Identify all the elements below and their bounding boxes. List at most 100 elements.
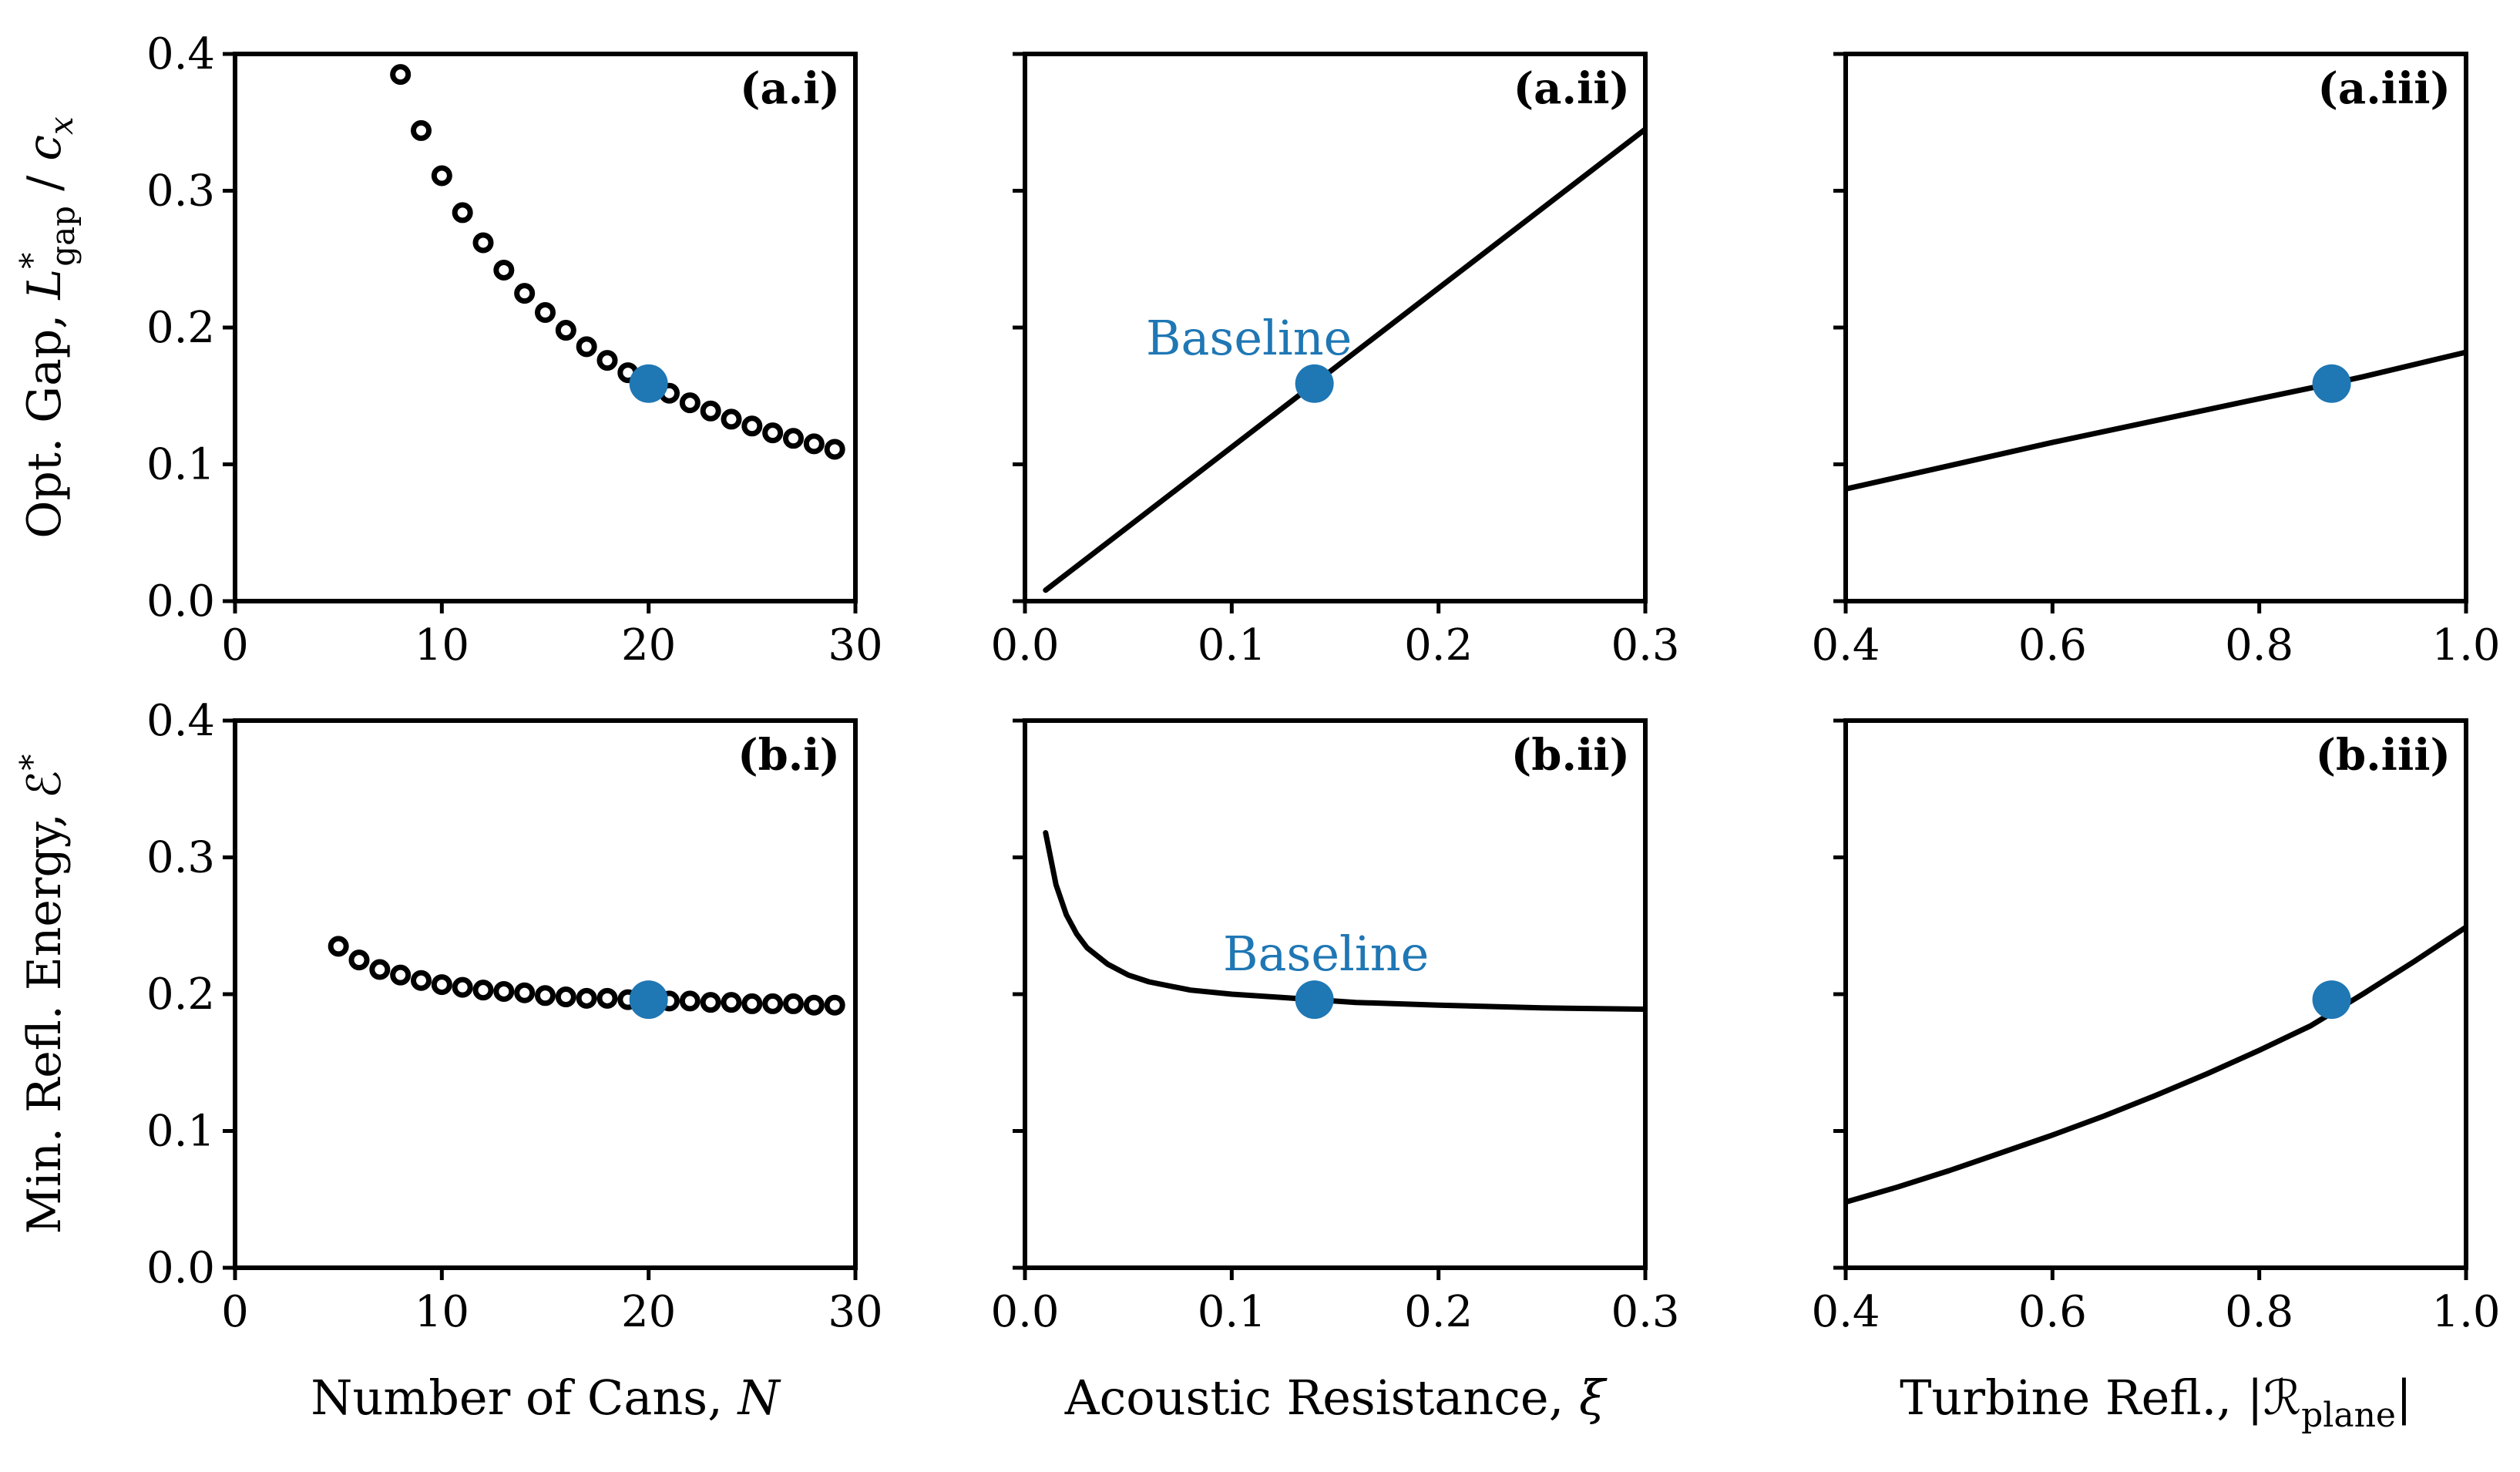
panel-label: (a.iii) [2317, 63, 2451, 114]
data-point [328, 936, 349, 957]
data-point [452, 202, 473, 223]
x-tick-label: 20 [621, 620, 676, 670]
axes-frame [233, 52, 858, 603]
x-tick-label: 0.1 [1198, 620, 1266, 670]
y-tick-label: 0.2 [146, 303, 215, 353]
plot-area [328, 936, 845, 1016]
plot-area [1846, 349, 2466, 492]
data-point [390, 964, 412, 986]
panel-label: (a.i) [740, 63, 840, 114]
data-point [596, 350, 618, 371]
x-axis-label: Number of Cans, N [311, 1369, 781, 1426]
x-tick-label: 0.0 [990, 1287, 1059, 1337]
y-tick-label: 0.1 [146, 1107, 215, 1157]
y-tick-label: 0.0 [146, 576, 215, 627]
series-line [1043, 126, 1645, 593]
panel-b-i: 0 10 20 30 0.0 0.1 0.2 0.3 0.4 (b.i) Number of Can… [13, 696, 883, 1426]
data-point [803, 994, 825, 1016]
panel-a-i: 0 10 20 30 0.0 0.1 0.2 0.3 0.4 (a.i) Opt. Gap, L*g… [13, 29, 883, 670]
panel-label: (b.ii) [1511, 730, 1630, 781]
series-line [1043, 830, 1645, 1012]
baseline-marker [1295, 980, 1334, 1020]
data-point [390, 64, 412, 86]
data-point [535, 301, 556, 323]
baseline-label: Baseline [1146, 310, 1352, 366]
x-tick-label: 0 [221, 620, 249, 670]
data-point [576, 987, 597, 1009]
x-tick-label: 0.4 [1811, 620, 1880, 670]
x-tick-label: 0.8 [2225, 1287, 2293, 1337]
x-tick-label: 10 [415, 1287, 469, 1337]
x-tick-label: 0.8 [2225, 620, 2293, 670]
data-point [514, 283, 536, 304]
x-tick-label: 0.6 [2018, 1287, 2087, 1337]
data-point [803, 433, 825, 455]
axes-frame [1023, 718, 1648, 1270]
data-point [783, 428, 804, 449]
x-tick-label: 30 [828, 1287, 882, 1337]
y-tick-label: 0.3 [146, 166, 215, 217]
data-point [762, 993, 784, 1014]
baseline-marker [2312, 364, 2351, 403]
data-point [721, 408, 742, 430]
data-point [700, 992, 721, 1013]
data-point [514, 982, 536, 1003]
panel-b-ii: 0.0 0.1 0.2 0.3 (b.ii) Acoustic Resistance, ξ… [990, 718, 1680, 1426]
x-axis-label: Turbine Refl., |ℛplane| [1900, 1369, 2412, 1435]
x-tick-label: 30 [828, 620, 882, 670]
data-point [535, 985, 556, 1007]
data-point [762, 422, 784, 444]
data-point [348, 949, 370, 971]
y-axis-label: Opt. Gap, L*gap / cx [13, 116, 82, 539]
axes-frame [1843, 718, 2468, 1270]
axes-frame [1843, 52, 2468, 603]
panel-label: (a.ii) [1514, 63, 1630, 114]
series-line [1846, 349, 2466, 492]
data-point [824, 994, 845, 1016]
x-tick-label: 1.0 [2431, 620, 2500, 670]
plot-area [1043, 830, 1645, 1012]
x-tick-label: 0.6 [2018, 620, 2087, 670]
y-tick-label: 0.4 [146, 29, 215, 79]
data-point [411, 119, 432, 141]
x-tick-label: 0 [221, 1287, 249, 1337]
x-tick-label: 0.0 [990, 620, 1059, 670]
plot-area [390, 64, 845, 460]
data-point [783, 993, 804, 1014]
baseline-marker [629, 980, 668, 1020]
panel-a-ii: 0.0 0.1 0.2 0.3 (a.ii) Baseline [990, 52, 1680, 670]
data-point [824, 439, 845, 460]
data-point [555, 320, 576, 341]
y-axis-label: Min. Refl. Energy, ℰ* [13, 754, 72, 1235]
plot-area [1846, 924, 2466, 1205]
x-tick-label: 1.0 [2431, 1287, 2500, 1337]
x-axis-label: Acoustic Resistance, ξ [1064, 1369, 1608, 1426]
y-tick-label: 0.1 [146, 440, 215, 490]
data-point [555, 986, 576, 1008]
panel-label: (b.i) [738, 730, 840, 781]
data-point [679, 392, 701, 414]
x-tick-label: 0.3 [1611, 620, 1679, 670]
data-point [493, 259, 515, 281]
plot-area [1043, 126, 1645, 593]
data-point [472, 980, 494, 1001]
data-point [596, 987, 618, 1009]
data-point [493, 980, 515, 1002]
baseline-label: Baseline [1223, 926, 1429, 982]
data-point [741, 415, 763, 437]
baseline-marker [2312, 980, 2351, 1020]
y-tick-label: 0.4 [146, 696, 215, 746]
data-point [700, 400, 721, 422]
axes-frame [233, 718, 858, 1270]
data-point [741, 993, 763, 1014]
panel-label: (b.iii) [2316, 730, 2451, 781]
y-tick-label: 0.3 [146, 833, 215, 883]
y-tick-label: 0.0 [146, 1243, 215, 1293]
data-point [721, 992, 742, 1013]
data-point [369, 959, 391, 980]
x-tick-label: 0.2 [1404, 1287, 1473, 1337]
x-tick-label: 20 [621, 1287, 676, 1337]
data-point [411, 970, 432, 991]
baseline-marker [629, 364, 668, 403]
data-point [452, 976, 473, 998]
